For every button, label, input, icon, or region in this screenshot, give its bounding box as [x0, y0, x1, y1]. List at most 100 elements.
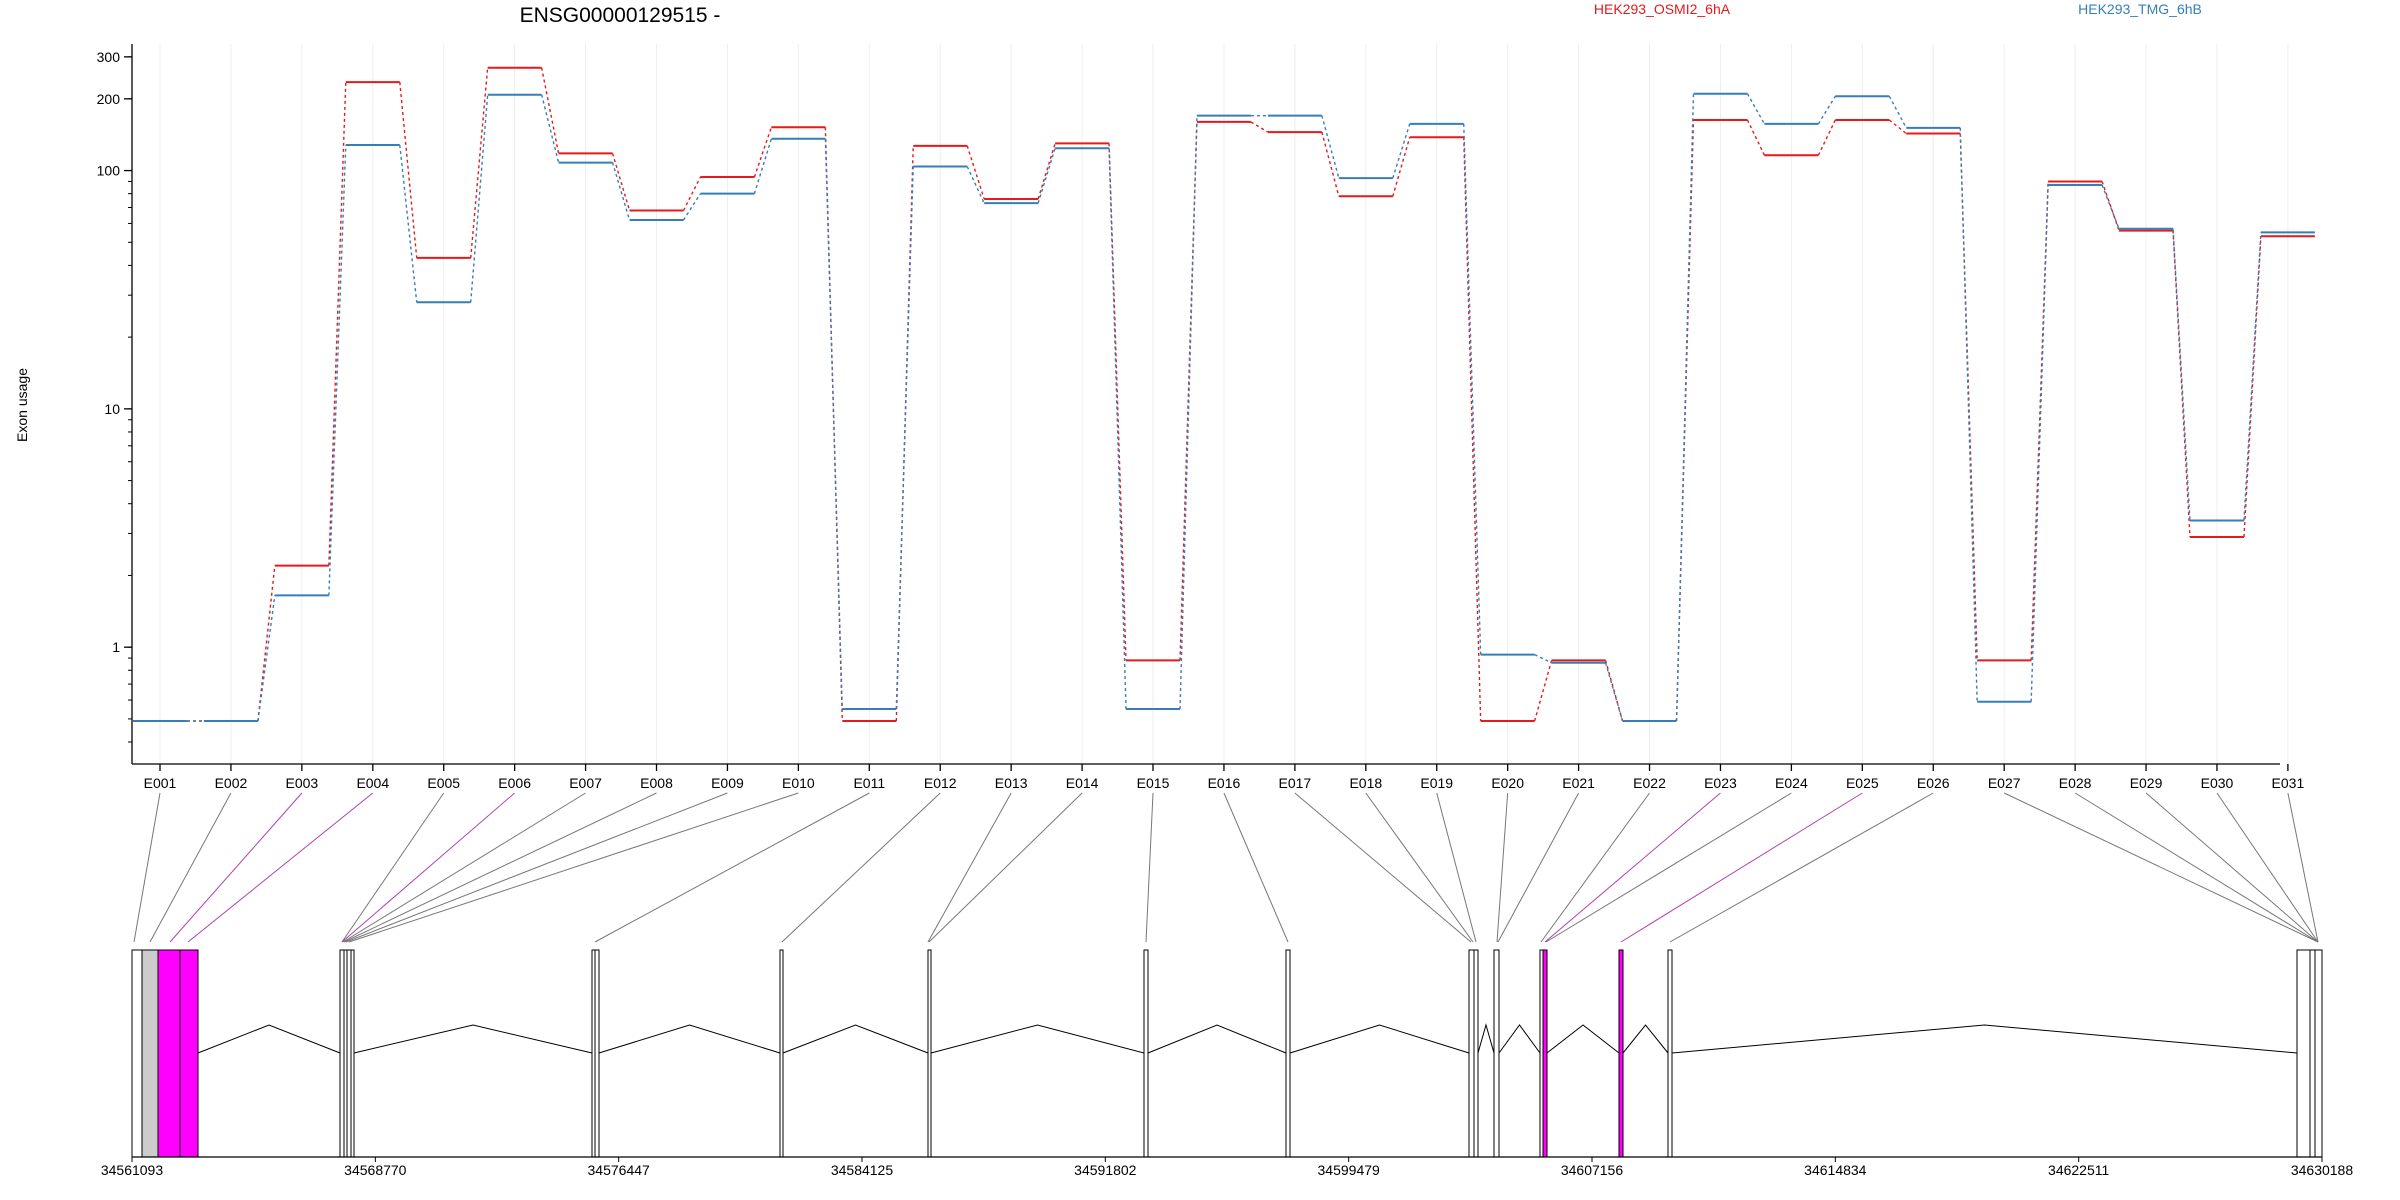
- x-tick-label-e025: E025: [1846, 775, 1879, 791]
- exon-connector-e010: [348, 792, 799, 943]
- exon-rect: [1468, 949, 1475, 1158]
- exon-connector-e022: [1540, 792, 1650, 943]
- gene-model: [131, 949, 2323, 1158]
- chart-title: ENSG00000129515 -: [520, 4, 721, 27]
- series-connector: [2030, 181, 2049, 661]
- series-connector: [1250, 121, 1269, 133]
- series-connector: [1533, 660, 1553, 722]
- exon-connector-e013: [927, 792, 1012, 943]
- exon-rect: [131, 949, 143, 1158]
- x-tick-label-e029: E029: [2130, 775, 2163, 791]
- exon-connector-e003: [169, 792, 303, 943]
- series-connector: [470, 94, 489, 303]
- y-tick-label: 300: [97, 49, 121, 65]
- series-connector: [1817, 95, 1836, 125]
- series-connector: [966, 166, 985, 204]
- x-tick-label-e003: E003: [286, 775, 319, 791]
- exon-rect: [179, 949, 199, 1158]
- series-connector: [257, 565, 276, 722]
- intron-line: [1289, 1024, 1470, 1054]
- series-connector: [1463, 123, 1482, 655]
- series-connector: [824, 138, 843, 710]
- genomic-coordinates: 34561093 34568770 34576447 34584125 34591802…: [101, 1157, 2353, 1178]
- series-connector: [2101, 184, 2120, 229]
- x-tick-label-e027: E027: [1988, 775, 2021, 791]
- exon-connector-e019: [1436, 792, 1477, 943]
- exon-connector-e004: [187, 792, 374, 943]
- x-tick-label-e004: E004: [356, 775, 389, 791]
- intron-line: [1147, 1024, 1287, 1054]
- exon-rect: [339, 949, 345, 1158]
- exon-rect: [2314, 949, 2323, 1158]
- x-tick-label-e010: E010: [782, 775, 815, 791]
- exon-connector-e020: [1496, 792, 1509, 943]
- series-connector: [540, 94, 560, 163]
- coord-label: 34561093: [101, 1162, 164, 1178]
- exon-rect: [594, 949, 600, 1158]
- exon-connector-e007: [342, 792, 586, 943]
- intron-line: [598, 1024, 781, 1054]
- x-tick-label-e016: E016: [1208, 775, 1241, 791]
- x-tick-label-e018: E018: [1349, 775, 1382, 791]
- x-tick-label-e023: E023: [1704, 775, 1737, 791]
- exon-connector-e011: [594, 792, 870, 943]
- exon-connector-e031: [2287, 792, 2319, 943]
- series-connector: [1888, 95, 1907, 129]
- series-connector: [1179, 115, 1198, 710]
- x-tick-label-e001: E001: [144, 775, 177, 791]
- x-tick-label-e013: E013: [995, 775, 1028, 791]
- series-connector: [1108, 148, 1127, 710]
- exon-connector-e017: [1294, 792, 1472, 943]
- exon-rect: [1667, 949, 1673, 1158]
- exon-rect: [779, 949, 784, 1158]
- series-connector: [753, 138, 773, 194]
- series-connector: [1392, 123, 1411, 179]
- legend-series-osmi2: HEK293_OSMI2_6hA: [1594, 1, 1731, 17]
- legend-series-tmg: HEK293_TMG_6hB: [2078, 1, 2202, 17]
- series-connector: [1746, 93, 1766, 125]
- intron-line: [353, 1024, 593, 1054]
- exon-connector-e009: [345, 792, 728, 943]
- exon-connector-e008: [343, 792, 657, 943]
- x-tick-label-e007: E007: [569, 775, 602, 791]
- exon-rect: [2309, 949, 2316, 1158]
- series-connector: [257, 595, 276, 722]
- series-connector: [1817, 119, 1836, 156]
- exon-connector-e025: [1620, 792, 1863, 943]
- axes: 1 10 100 200 300: [97, 44, 2289, 771]
- x-tick-label-e024: E024: [1775, 775, 1808, 791]
- x-tick-label-e028: E028: [2059, 775, 2092, 791]
- x-tick-label-e009: E009: [711, 775, 744, 791]
- exon-connector-e006: [341, 792, 515, 943]
- exon-connector-e012: [781, 792, 941, 943]
- intron-line: [197, 1024, 341, 1054]
- y-tick-label: 100: [97, 163, 121, 179]
- intron-line: [1671, 1024, 2298, 1054]
- series-connector: [1392, 137, 1411, 197]
- exon-connector-e024: [1545, 792, 1792, 943]
- series-connector: [2243, 232, 2262, 521]
- series-connector: [1959, 127, 1978, 702]
- x-tick-label-e030: E030: [2201, 775, 2234, 791]
- x-tick-label-e014: E014: [1066, 775, 1099, 791]
- exon-connectors: [133, 792, 2319, 943]
- coord-label: 34584125: [831, 1162, 894, 1178]
- exon-connector-e014: [928, 792, 1083, 943]
- exon-rect: [1618, 949, 1624, 1158]
- series-lines: [133, 66, 2315, 722]
- exon-connector-e015: [1145, 792, 1154, 943]
- coord-label: 34614834: [1804, 1162, 1867, 1178]
- grid-lines: [159, 44, 2289, 764]
- x-tick-label-e015: E015: [1137, 775, 1170, 791]
- x-tick-labels: E001 E002 E003 E004 E005 E006 E007 E008 E009 E010…: [144, 775, 2305, 791]
- y-tick-label: 10: [104, 401, 120, 417]
- exon-rect: [927, 949, 932, 1158]
- series-connector: [1959, 133, 1978, 661]
- series-connector: [1888, 119, 1907, 135]
- series-connector: [399, 144, 418, 303]
- x-tick-label-e021: E021: [1562, 775, 1595, 791]
- series-connector: [611, 153, 631, 211]
- exon-connector-e001: [133, 792, 161, 943]
- series-connector: [540, 67, 560, 154]
- series-connector: [2030, 184, 2049, 702]
